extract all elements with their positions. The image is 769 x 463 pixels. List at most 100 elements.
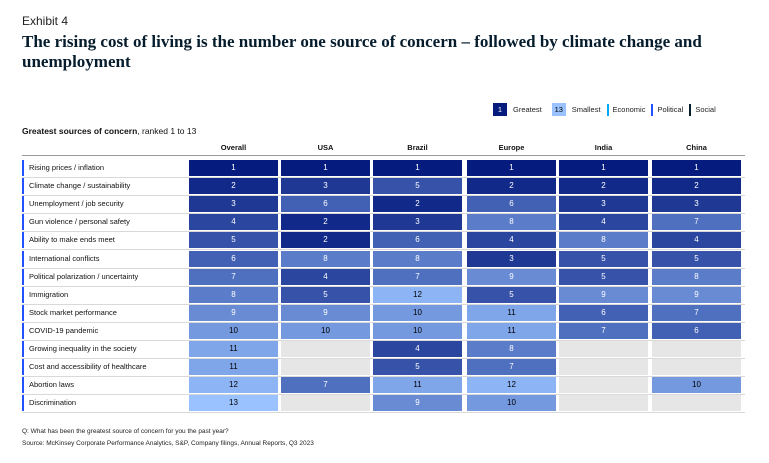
rank-cell: 7 <box>559 322 648 339</box>
exhibit-label: Exhibit 4 <box>22 14 69 28</box>
row-divider <box>22 321 745 323</box>
row-divider <box>22 213 745 215</box>
rank-cell: 8 <box>652 268 741 285</box>
row-label: Immigration <box>22 286 194 303</box>
rank-cell: 1 <box>189 160 278 176</box>
row-divider <box>22 412 745 414</box>
legend-economic-label: Economic <box>612 105 646 114</box>
legend-social-bar <box>689 103 692 116</box>
rank-cell <box>559 341 648 357</box>
rank-cell: 4 <box>281 268 370 285</box>
rank-cell: 10 <box>652 377 741 394</box>
rank-cell <box>559 377 648 394</box>
row-label: Gun violence / personal safety <box>22 214 194 231</box>
row-label: Cost and accessibility of healthcare <box>22 359 194 376</box>
rank-cell: 4 <box>373 341 462 357</box>
row-label: Growing inequality in the society <box>22 341 194 357</box>
rank-cell: 5 <box>373 178 462 195</box>
row-divider <box>22 303 745 305</box>
rank-cell: 4 <box>189 214 278 231</box>
rank-cell: 1 <box>559 160 648 176</box>
rank-cell <box>652 359 741 376</box>
chart-title: The rising cost of living is the number … <box>22 32 702 71</box>
rank-cell: 9 <box>559 286 648 303</box>
rank-cell <box>652 341 741 357</box>
rank-cell: 3 <box>189 196 278 213</box>
rank-cell: 1 <box>652 160 741 176</box>
table-subtitle: Greatest sources of concern, ranked 1 to… <box>22 126 196 136</box>
rank-cell: 7 <box>189 268 278 285</box>
row-divider <box>22 231 745 233</box>
rank-cell: 10 <box>189 322 278 339</box>
rank-cell: 11 <box>189 341 278 357</box>
column-header-europe: Europe <box>498 143 525 152</box>
rank-cell: 10 <box>281 322 370 339</box>
rank-cell: 7 <box>652 304 741 321</box>
rank-cell: 10 <box>373 322 462 339</box>
rank-cell: 4 <box>467 232 556 249</box>
rank-cell: 1 <box>281 160 370 176</box>
rank-cell: 8 <box>281 250 370 267</box>
row-label: Ability to make ends meet <box>22 232 194 249</box>
rank-cell: 4 <box>559 214 648 231</box>
legend-political-bar <box>651 103 654 116</box>
rank-cell: 6 <box>652 322 741 339</box>
rank-cell: 2 <box>559 178 648 195</box>
rank-cell: 6 <box>467 196 556 213</box>
rank-cell: 7 <box>373 268 462 285</box>
column-header-india: India <box>594 143 613 152</box>
row-label: Unemployment / job security <box>22 196 194 213</box>
rank-cell: 6 <box>373 232 462 249</box>
legend-economic-bar <box>606 103 609 116</box>
rank-cell: 3 <box>467 250 556 267</box>
legend-greatest-label: Greatest <box>513 105 542 114</box>
row-label: Abortion laws <box>22 377 194 394</box>
rank-cell: 10 <box>467 395 556 412</box>
legend-greatest-swatch: 1 <box>493 103 507 116</box>
rank-cell: 8 <box>373 250 462 267</box>
row-label: COVID-19 pandemic <box>22 322 194 339</box>
rank-cell: 11 <box>189 359 278 376</box>
rank-cell: 8 <box>467 214 556 231</box>
rank-cell: 5 <box>652 250 741 267</box>
rank-cell: 12 <box>373 286 462 303</box>
rank-cell: 2 <box>467 178 556 195</box>
row-label: Climate change / sustainability <box>22 178 194 195</box>
rank-cell <box>559 395 648 412</box>
row-divider <box>22 285 745 287</box>
rank-cell <box>652 395 741 412</box>
rank-cell: 5 <box>189 232 278 249</box>
row-label: Political polarization / uncertainty <box>22 268 194 285</box>
legend-social-label: Social <box>695 105 716 114</box>
rank-cell: 3 <box>559 196 648 213</box>
rank-cell: 9 <box>373 395 462 412</box>
column-header-brazil: Brazil <box>407 143 428 152</box>
row-divider <box>22 177 745 178</box>
legend-smallest-label: Smallest <box>571 105 601 114</box>
rank-cell: 12 <box>467 377 556 394</box>
rank-cell: 12 <box>189 377 278 394</box>
rank-cell <box>281 341 370 357</box>
rank-cell: 7 <box>281 377 370 394</box>
column-header-usa: USA <box>317 143 334 152</box>
row-divider <box>22 376 745 378</box>
row-divider <box>22 339 745 341</box>
rank-cell: 10 <box>373 304 462 321</box>
rank-cell: 3 <box>652 196 741 213</box>
row-label: International conflicts <box>22 250 194 267</box>
row-divider <box>22 195 745 197</box>
legend-political-label: Political <box>657 105 684 114</box>
header-divider <box>22 155 745 156</box>
rank-cell: 2 <box>281 214 370 231</box>
rank-cell: 6 <box>281 196 370 213</box>
rank-cell: 7 <box>652 214 741 231</box>
rank-cell: 5 <box>281 286 370 303</box>
rank-cell: 9 <box>281 304 370 321</box>
rank-cell: 8 <box>189 286 278 303</box>
rank-cell: 5 <box>467 286 556 303</box>
row-divider <box>22 267 745 269</box>
column-header-overall: Overall <box>220 143 247 152</box>
rank-cell: 2 <box>189 178 278 195</box>
rank-cell: 3 <box>373 214 462 231</box>
rank-cell: 4 <box>652 232 741 249</box>
